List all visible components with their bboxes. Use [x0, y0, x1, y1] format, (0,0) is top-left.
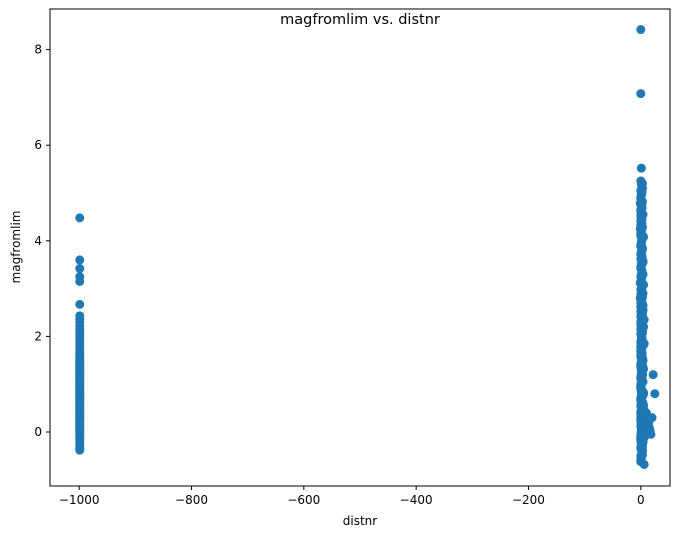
y-tick-label: 0 — [34, 425, 42, 439]
data-point — [635, 293, 645, 303]
data-point — [75, 445, 85, 455]
x-tick-label: −400 — [400, 493, 433, 507]
data-point — [75, 299, 85, 309]
data-point — [75, 276, 85, 286]
data-point — [637, 370, 647, 380]
x-axis-label: distnr — [343, 514, 378, 528]
data-point — [646, 429, 656, 439]
y-tick-label: 6 — [34, 138, 42, 152]
data-point — [648, 370, 658, 380]
plot-frame — [49, 8, 671, 487]
chart-title: magfromlim vs. distnr — [280, 12, 440, 28]
data-point — [636, 163, 646, 173]
data-point — [636, 269, 646, 279]
x-tick-label: 0 — [637, 493, 645, 507]
data-point — [638, 398, 648, 408]
data-point — [647, 413, 657, 423]
data-point — [75, 213, 85, 223]
data-point — [636, 89, 646, 99]
data-point — [75, 438, 85, 448]
x-tick-label: −200 — [512, 493, 545, 507]
data-point — [636, 279, 646, 289]
data-point — [75, 255, 85, 265]
data-point — [636, 231, 646, 241]
data-point — [637, 437, 647, 447]
data-point — [636, 389, 646, 399]
data-point — [75, 426, 85, 436]
y-axis-ticks: 0 2 4 6 8 — [34, 43, 50, 439]
x-axis-ticks: −1000 −800 −600 −400 −200 0 — [59, 486, 645, 507]
x-tick-label: −1000 — [59, 493, 100, 507]
data-point — [637, 317, 647, 327]
data-point — [636, 351, 646, 361]
y-tick-label: 2 — [34, 329, 42, 343]
x-tick-label: −800 — [175, 493, 208, 507]
data-point — [636, 451, 646, 461]
y-tick-label: 4 — [34, 234, 42, 248]
data-point — [636, 303, 646, 313]
data-point — [637, 188, 647, 198]
x-tick-label: −600 — [287, 493, 320, 507]
data-points — [75, 25, 660, 469]
data-point — [636, 25, 646, 35]
y-axis-label: magfromlim — [9, 211, 23, 284]
y-tick-label: 8 — [34, 43, 42, 57]
data-point — [650, 389, 660, 399]
data-point — [75, 264, 85, 274]
